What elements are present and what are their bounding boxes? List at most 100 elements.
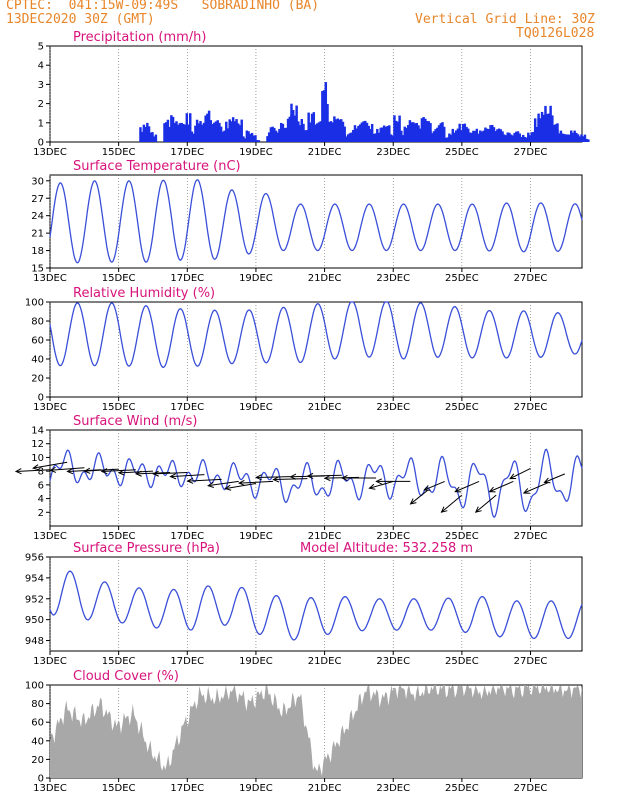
x-tick-label: 13DEC	[33, 531, 67, 542]
precip-bar	[412, 122, 415, 142]
precip-bar	[492, 127, 496, 142]
precip-bar	[396, 121, 400, 142]
precip-bar	[430, 134, 434, 142]
precip-bar	[336, 118, 340, 142]
precip-bar	[238, 125, 242, 142]
precip-bar	[453, 132, 456, 142]
precip-bar	[242, 138, 245, 142]
precip-bar	[587, 139, 590, 142]
wind-arrow	[15, 469, 51, 472]
precip-bar	[326, 123, 329, 142]
precip-bar	[173, 133, 177, 142]
y-tick-label: 60	[31, 718, 44, 729]
precip-bar	[331, 122, 334, 142]
precip-bar	[465, 134, 468, 142]
x-tick-label: 13DEC	[33, 656, 67, 667]
precip-bar	[535, 126, 539, 142]
precip-bar	[405, 127, 408, 142]
precip-bar	[552, 125, 556, 142]
y-tick-label: 40	[31, 355, 44, 366]
x-tick-label: 27DEC	[514, 656, 548, 667]
x-tick-label: 25DEC	[445, 273, 479, 284]
wind-arrow	[509, 467, 531, 480]
wind-arrow	[410, 489, 428, 505]
wind-arrow-head	[117, 469, 125, 476]
precip-bar	[328, 124, 331, 142]
precip-bar	[249, 136, 252, 142]
panel-title: Precipitation (mm/h)	[73, 30, 206, 45]
precip-bar	[424, 122, 427, 142]
precip-bar	[444, 137, 448, 142]
precip-bar	[547, 119, 551, 142]
precip-bar	[525, 137, 528, 142]
x-tick-label: 25DEC	[445, 147, 479, 158]
panel-frame	[49, 174, 583, 269]
precip-bar	[437, 125, 441, 142]
precip-bar	[521, 134, 525, 142]
x-tick-label: 27DEC	[514, 402, 548, 413]
precip-bar	[350, 132, 353, 142]
precip-bar	[389, 134, 393, 142]
precip-bar	[310, 113, 314, 142]
x-tick-label: 27DEC	[514, 531, 548, 542]
precip-bar	[532, 131, 535, 142]
wind-arrow-head	[509, 473, 517, 480]
precip-bar	[518, 135, 521, 142]
precip-bar	[175, 130, 178, 142]
precip-bar	[388, 125, 391, 142]
precip-bar	[334, 131, 338, 142]
x-tick-label: 19DEC	[239, 783, 273, 794]
precip-bar	[566, 134, 570, 142]
wind-arrow-head	[134, 470, 142, 477]
x-tick-label: 13DEC	[33, 402, 67, 413]
wind-arrow	[489, 480, 514, 493]
wind-arrow	[153, 472, 188, 475]
precip-bar	[398, 132, 401, 142]
precip-bar	[427, 121, 431, 142]
wind-arrow-head	[32, 464, 40, 471]
wind-arrow-head	[375, 478, 383, 485]
precip-bar	[207, 124, 211, 142]
precip-bar	[312, 112, 316, 142]
precip-bar	[545, 113, 549, 142]
precip-bar	[482, 130, 485, 142]
wind-arrow-head	[14, 468, 22, 475]
x-tick-label: 21DEC	[308, 531, 342, 542]
precip-bar	[557, 134, 561, 142]
precip-bar	[235, 119, 238, 142]
precip-bar	[223, 137, 226, 142]
precip-bar	[362, 129, 365, 142]
y-tick-label: 40	[31, 736, 44, 747]
panel-title: Cloud Cover (%)	[73, 669, 179, 684]
precip-bar	[475, 135, 479, 142]
y-tick-label: 952	[25, 594, 44, 605]
precip-bar	[326, 104, 329, 142]
precip-bar	[508, 132, 511, 142]
precip-bar	[329, 126, 333, 142]
precip-bar	[276, 132, 279, 142]
y-tick-label: 60	[31, 336, 44, 347]
precip-bar	[412, 132, 415, 142]
precip-bar	[420, 118, 424, 142]
header-line-2: 13DEC2020 30Z (GMT)	[6, 12, 155, 27]
precip-bar	[293, 115, 297, 142]
wind-arrow	[170, 474, 205, 478]
y-tick-label: 950	[25, 615, 44, 626]
precip-bar	[286, 118, 290, 142]
precip-bar	[523, 136, 527, 142]
precip-bar	[209, 127, 213, 142]
precip-bar	[267, 132, 271, 142]
precip-bar	[358, 124, 362, 142]
precip-bar	[391, 139, 394, 142]
precip-bar	[442, 126, 446, 142]
x-tick-label: 17DEC	[170, 273, 204, 284]
precip-bar	[418, 128, 422, 142]
wind-arrow-head	[454, 486, 462, 493]
precip-bar	[417, 133, 420, 142]
precip-bar	[372, 136, 376, 142]
x-tick-label: 25DEC	[445, 656, 479, 667]
y-tick-label: 948	[25, 636, 44, 647]
header-right-2: TQ0126L028	[516, 26, 595, 41]
x-tick-label: 25DEC	[445, 783, 479, 794]
precip-bar	[389, 139, 393, 142]
